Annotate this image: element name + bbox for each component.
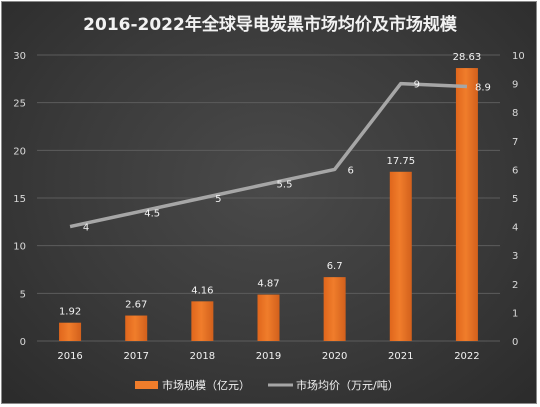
bar-value-label: 1.92: [59, 307, 81, 318]
line-value-label: 9: [414, 80, 420, 91]
left-tick-label: 0: [20, 337, 26, 348]
category-label: 2020: [322, 351, 347, 362]
left-tick-label: 30: [13, 51, 26, 62]
legend-label-line: 市场均价（万元/吨）: [296, 378, 399, 392]
x-axis-labels: 2016 2017 2018 2019 2020 2021 2022: [57, 351, 479, 362]
bar: [125, 315, 148, 341]
category-label: 2016: [57, 351, 82, 362]
line-value-label: 6: [347, 165, 353, 176]
left-tick-label: 10: [13, 242, 26, 253]
bar-value-label: 6.7: [327, 261, 343, 272]
left-y-axis: 0 5 10 15 20 25 30: [13, 51, 26, 348]
right-tick-label: 3: [512, 251, 518, 262]
legend-label-bar: 市场规模（亿元）: [162, 378, 250, 392]
bar: [257, 294, 280, 341]
bar-series: 1.92 2.67 4.16 4.87 6.7 17.75 28.63: [59, 52, 481, 341]
left-tick-label: 5: [20, 289, 26, 300]
left-tick-label: 25: [13, 99, 26, 110]
category-label: 2018: [190, 351, 215, 362]
category-label: 2022: [454, 351, 479, 362]
right-tick-label: 6: [512, 165, 518, 176]
left-tick-label: 15: [13, 194, 26, 205]
bar-value-label: 17.75: [386, 156, 415, 167]
category-label: 2021: [388, 351, 413, 362]
right-tick-label: 2: [512, 280, 518, 291]
category-label: 2019: [256, 351, 281, 362]
bar: [389, 171, 412, 341]
line-value-label: 4.5: [144, 208, 160, 219]
line-value-label: 5.5: [277, 180, 293, 191]
line-series: 4 4.5 5 5.5 6 9 8.9: [69, 80, 491, 234]
bar: [191, 301, 214, 341]
left-tick-label: 20: [13, 146, 26, 157]
right-tick-label: 10: [512, 51, 525, 62]
gridlines: [37, 54, 500, 342]
right-y-axis: 0 1 2 3 4 5 6 7 8 9 10: [512, 51, 525, 348]
line-value-label: 4: [83, 223, 89, 234]
bar-value-label: 4.87: [257, 279, 279, 290]
right-tick-label: 4: [512, 223, 518, 234]
right-tick-label: 1: [512, 308, 518, 319]
right-tick-label: 7: [512, 137, 518, 148]
bar-value-label: 28.63: [453, 52, 482, 63]
line-value-label: 8.9: [475, 82, 491, 93]
right-tick-label: 8: [512, 108, 518, 119]
bar-value-label: 4.16: [191, 285, 213, 296]
price-line: [69, 81, 468, 229]
category-label: 2017: [123, 351, 148, 362]
chart-title: 2016-2022年全球导电炭黑市场均价及市场规模: [83, 14, 458, 35]
right-tick-label: 5: [512, 194, 518, 205]
right-tick-label: 9: [512, 80, 518, 91]
line-value-label: 5: [215, 194, 221, 205]
right-tick-label: 0: [512, 337, 518, 348]
bar: [323, 277, 346, 341]
bar: [455, 68, 478, 341]
bar-value-label: 2.67: [125, 300, 147, 311]
legend: 市场规模（亿元） 市场均价（万元/吨）: [135, 378, 399, 392]
bar: [59, 322, 82, 341]
legend-swatch-bar: [135, 381, 158, 389]
